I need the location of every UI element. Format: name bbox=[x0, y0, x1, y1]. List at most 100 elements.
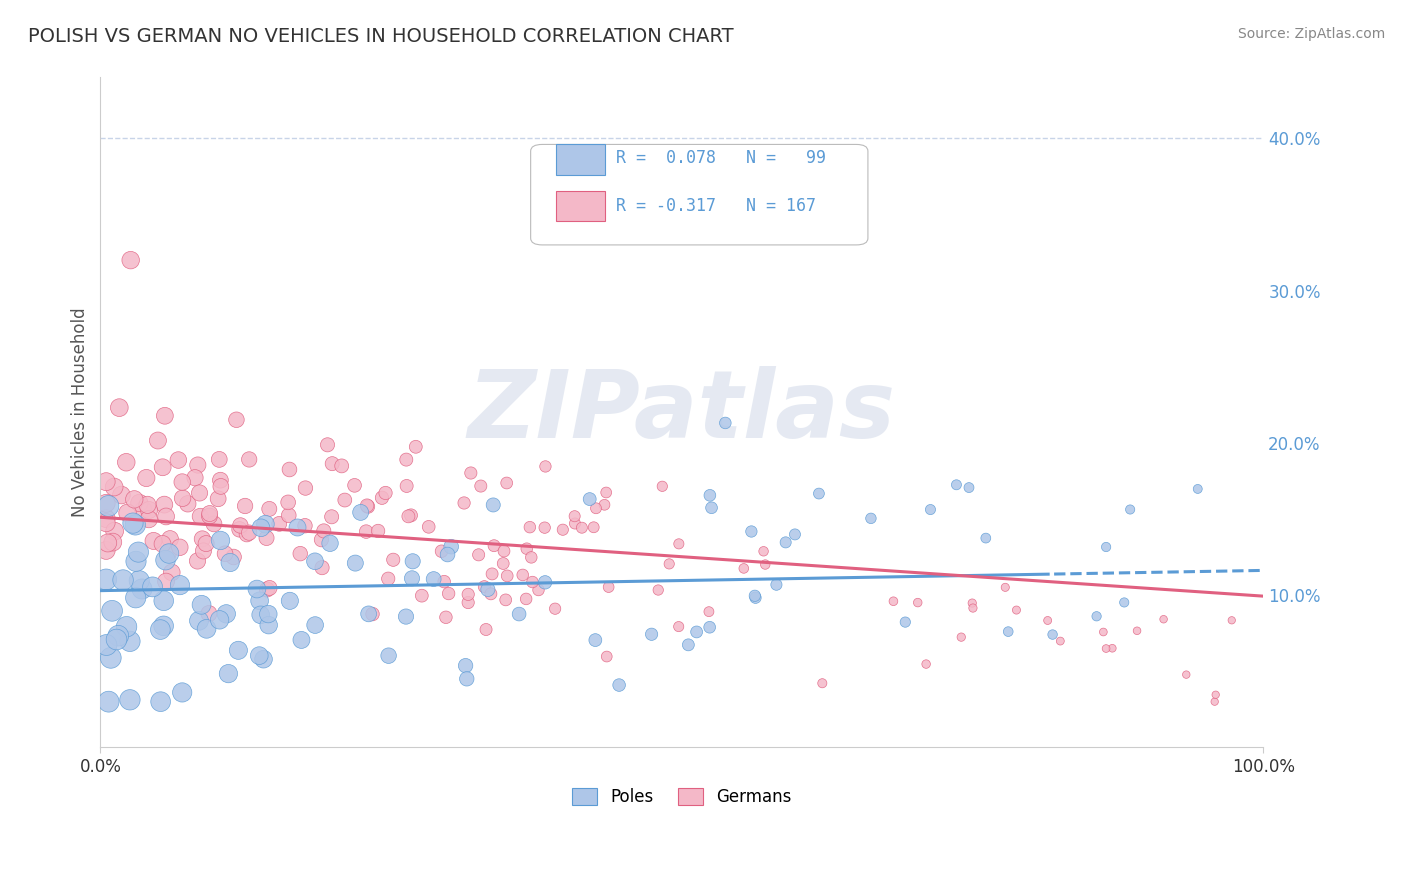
Point bbox=[962, 601, 984, 615]
Point bbox=[1095, 540, 1118, 554]
Point bbox=[259, 502, 281, 516]
Point bbox=[96, 496, 118, 510]
Point bbox=[350, 505, 373, 519]
Point bbox=[132, 502, 155, 516]
Point bbox=[515, 591, 537, 606]
Point bbox=[247, 648, 270, 663]
Point bbox=[1204, 695, 1226, 709]
Point bbox=[399, 508, 422, 523]
Point bbox=[153, 498, 176, 512]
Point bbox=[233, 499, 256, 513]
FancyBboxPatch shape bbox=[557, 191, 605, 221]
Point bbox=[142, 580, 165, 594]
Point bbox=[477, 582, 499, 597]
Point bbox=[482, 498, 505, 512]
Point bbox=[188, 486, 211, 500]
Point bbox=[1101, 641, 1123, 656]
Point bbox=[118, 634, 141, 648]
Point bbox=[454, 658, 477, 673]
Point bbox=[321, 509, 343, 524]
Point bbox=[354, 524, 377, 539]
Point bbox=[225, 413, 247, 427]
Point bbox=[188, 614, 211, 628]
Point bbox=[596, 649, 619, 664]
Point bbox=[1175, 667, 1198, 681]
Point bbox=[238, 452, 260, 467]
Point bbox=[744, 591, 766, 605]
Point bbox=[153, 409, 176, 423]
Point bbox=[103, 480, 125, 494]
Point bbox=[950, 630, 973, 644]
Point bbox=[1205, 688, 1227, 702]
Point bbox=[356, 499, 378, 513]
Point bbox=[533, 521, 555, 535]
Point bbox=[475, 623, 498, 637]
Point bbox=[1092, 625, 1115, 640]
Point bbox=[277, 495, 299, 509]
Point bbox=[101, 535, 124, 549]
Point bbox=[96, 516, 118, 530]
Point bbox=[1049, 634, 1071, 648]
Point bbox=[142, 533, 165, 548]
Point bbox=[155, 553, 177, 567]
Point bbox=[457, 587, 479, 601]
Point bbox=[1005, 603, 1028, 617]
Point bbox=[128, 574, 150, 588]
Point bbox=[107, 629, 129, 643]
Point bbox=[112, 573, 135, 587]
Point bbox=[138, 503, 160, 517]
Point bbox=[184, 471, 207, 485]
Point bbox=[508, 607, 530, 621]
Point bbox=[191, 532, 214, 546]
Point bbox=[377, 648, 399, 663]
Point bbox=[754, 558, 776, 572]
Point bbox=[246, 582, 269, 596]
Point bbox=[571, 521, 593, 535]
Point bbox=[236, 527, 259, 541]
Point bbox=[367, 524, 389, 538]
Point bbox=[481, 566, 503, 581]
Point bbox=[312, 524, 335, 538]
Point bbox=[593, 498, 616, 512]
Point bbox=[319, 536, 342, 550]
Point bbox=[187, 458, 209, 472]
Point bbox=[278, 462, 301, 476]
Point bbox=[160, 566, 183, 580]
Point bbox=[256, 531, 278, 545]
Point bbox=[138, 512, 160, 526]
Point bbox=[994, 580, 1017, 594]
Point bbox=[118, 693, 141, 707]
Point bbox=[169, 578, 191, 592]
Point bbox=[915, 657, 938, 671]
Point bbox=[316, 438, 339, 452]
Point bbox=[172, 475, 194, 489]
Point bbox=[177, 497, 200, 511]
Point bbox=[125, 554, 148, 568]
Point bbox=[396, 509, 419, 524]
Point bbox=[1042, 627, 1064, 641]
Text: POLISH VS GERMAN NO VEHICLES IN HOUSEHOLD CORRELATION CHART: POLISH VS GERMAN NO VEHICLES IN HOUSEHOL… bbox=[28, 27, 734, 45]
Point bbox=[699, 620, 721, 634]
Point bbox=[115, 620, 138, 634]
Point bbox=[152, 537, 174, 551]
Point bbox=[519, 520, 541, 534]
Point bbox=[198, 507, 221, 521]
Point bbox=[229, 518, 252, 533]
Point bbox=[120, 253, 142, 268]
Point bbox=[1153, 612, 1175, 626]
Point bbox=[700, 500, 723, 515]
Point bbox=[209, 533, 232, 548]
Point bbox=[527, 582, 550, 597]
Point bbox=[217, 666, 239, 681]
Point bbox=[607, 678, 630, 692]
Point bbox=[228, 522, 250, 536]
Point bbox=[193, 544, 215, 558]
Point bbox=[598, 580, 620, 594]
Legend: Poles, Germans: Poles, Germans bbox=[565, 781, 799, 813]
Point bbox=[1114, 595, 1136, 609]
Point bbox=[460, 466, 482, 480]
Point bbox=[209, 473, 232, 487]
Point bbox=[492, 557, 515, 571]
Point bbox=[344, 556, 367, 570]
Point bbox=[157, 547, 180, 561]
